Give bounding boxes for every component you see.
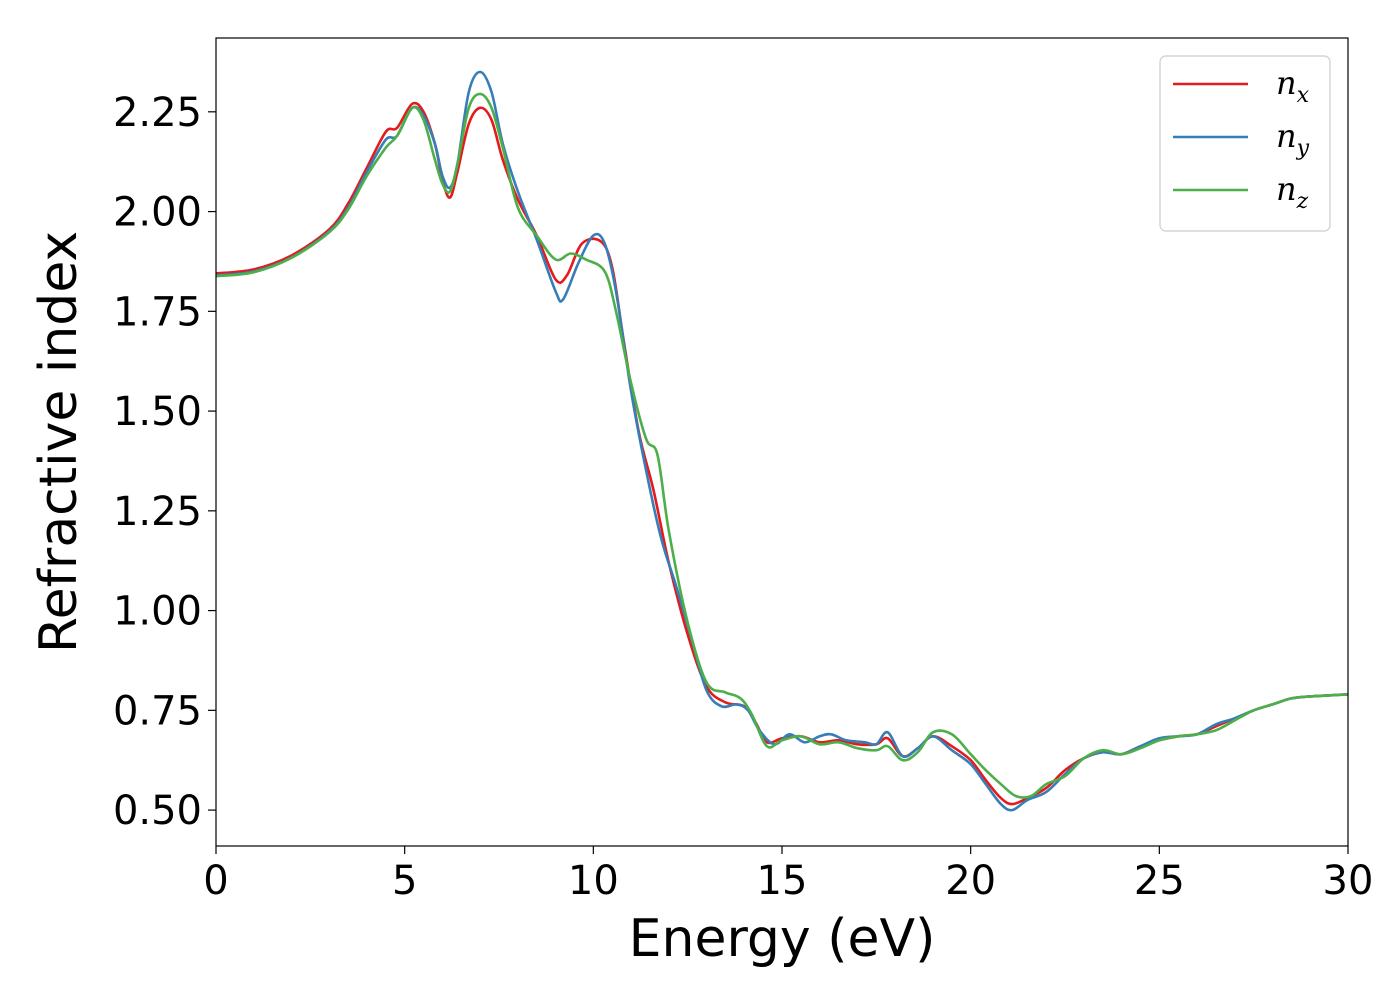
x-tick-label: 30 — [1323, 858, 1374, 904]
y-tick-label: 2.25 — [113, 90, 202, 136]
x-tick-label: 0 — [203, 858, 228, 904]
y-tick-label: 0.50 — [113, 788, 202, 834]
series-line-n_z — [215, 92, 1349, 799]
y-tick-label: 1.00 — [113, 589, 202, 635]
plot-area — [216, 38, 1348, 846]
x-axis-label: Energy (eV) — [629, 909, 936, 969]
x-tick-label: 25 — [1134, 858, 1185, 904]
x-tick-label: 20 — [945, 858, 996, 904]
y-tick-label: 1.50 — [113, 389, 202, 435]
y-tick-label: 0.75 — [113, 688, 202, 734]
y-tick-label: 1.75 — [113, 289, 202, 335]
legend-box — [1159, 55, 1331, 232]
y-axis: 0.50 0.75 1.00 1.25 1.50 1.75 2.00 2.25 — [113, 90, 216, 834]
y-tick-label: 1.25 — [113, 489, 202, 535]
legend-label-n_y: ny — [1276, 117, 1310, 161]
x-tick-label: 5 — [392, 858, 417, 904]
x-axis: 0 5 10 15 20 25 30 — [203, 846, 1373, 904]
x-tick-label: 15 — [757, 858, 808, 904]
x-tick-label: 10 — [568, 858, 619, 904]
y-axis-label: Refractive index — [29, 231, 89, 653]
y-tick-label: 2.00 — [113, 190, 202, 236]
series-layer — [215, 70, 1349, 812]
